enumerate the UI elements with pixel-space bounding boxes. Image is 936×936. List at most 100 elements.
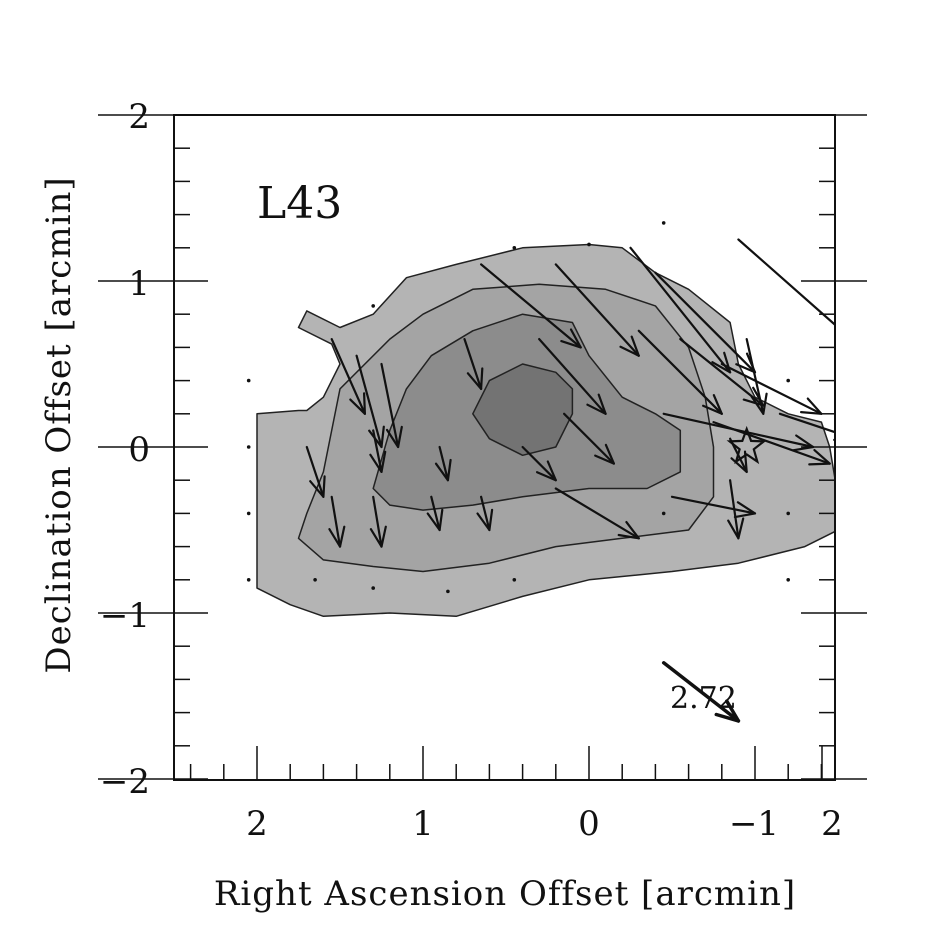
polarization-vector-shaft: [372, 429, 383, 473]
y-axis-title: Declination Offset [arcmin]: [39, 176, 79, 673]
panel-label: L43: [257, 178, 342, 229]
polarization-vector-head: [426, 508, 444, 532]
polarization-vector: [538, 338, 607, 415]
polarization-vector-head: [701, 394, 723, 415]
reference-arrow-shaft: [661, 661, 741, 723]
polarization-vector-shaft: [430, 495, 441, 532]
polarization-vector-head: [727, 517, 745, 540]
reference-arrow-head: [714, 699, 741, 723]
polarization-vector-head: [808, 449, 831, 466]
polarization-vector-shaft: [480, 495, 491, 532]
sample-dot: [661, 221, 666, 225]
contour-core: [472, 363, 574, 457]
reference-vector: [661, 661, 741, 723]
sample-dot: [786, 578, 790, 582]
y-tick-label: 0: [128, 430, 150, 470]
sample-dot: [246, 511, 251, 516]
polarization-vector: [727, 479, 745, 540]
polarization-vector-shaft: [463, 338, 483, 390]
sample-dot: [371, 304, 376, 308]
reference-vector-label: 2.72: [670, 681, 737, 716]
polarization-vector: [637, 329, 723, 415]
polarization-vector-head: [328, 525, 346, 548]
polarization-vector-shaft: [330, 495, 342, 548]
sample-dot: [246, 445, 251, 449]
polarization-vector-shaft: [562, 412, 616, 465]
polarization-vector-head: [594, 443, 616, 465]
sample-dot: [512, 578, 517, 582]
sample-dot: [246, 378, 251, 383]
sample-dot: [587, 242, 591, 247]
polarization-vector: [369, 429, 387, 473]
polarization-vector: [554, 263, 640, 357]
polarization-vector: [521, 445, 557, 482]
polarization-vector-shaft: [438, 445, 449, 482]
polarization-vector-shaft: [737, 238, 835, 327]
sample-dot: [512, 246, 517, 250]
sample-dot: [246, 578, 251, 582]
polarization-vector-shaft: [538, 338, 607, 415]
polarization-vector: [476, 495, 494, 532]
polarization-vector: [463, 338, 484, 390]
polarization-vector-shaft: [679, 338, 765, 407]
polarization-vector-head: [349, 392, 366, 415]
x-tick-label: −1: [729, 804, 779, 844]
polarization-vector-head: [369, 450, 387, 473]
polarization-vector: [328, 495, 346, 548]
polarization-vector-head: [860, 346, 879, 364]
polarization-vector-head: [309, 475, 326, 498]
polarization-vector: [369, 495, 387, 548]
polarization-vector-shaft: [554, 487, 640, 540]
y-tick-label: 2: [128, 97, 150, 137]
polarization-vector-shaft: [380, 362, 400, 449]
polarization-vector-shaft: [720, 362, 823, 415]
polarization-vector-shaft: [480, 263, 582, 349]
polarization-vector-head: [586, 393, 607, 415]
polarization-vector-head: [476, 508, 494, 532]
polarization-vector-head: [730, 450, 748, 473]
polarization-vector-head: [466, 367, 484, 390]
polarization-vector: [679, 338, 765, 407]
x-tick-label: 1: [412, 804, 434, 844]
polarization-vector-head: [742, 386, 765, 407]
polarization-vector-head: [711, 351, 732, 374]
axis-ticks: [98, 114, 867, 780]
polarization-vector-head: [434, 458, 452, 482]
y-tick-labels: 2 1 0 −1 −2: [100, 97, 150, 802]
sample-dot: [446, 589, 450, 594]
polarization-vector: [426, 495, 444, 532]
polarization-vector: [554, 487, 640, 540]
polarization-vector-head: [535, 460, 557, 482]
polarization-vector-head: [560, 328, 582, 349]
polarization-vector-head: [833, 438, 835, 441]
polarization-vector-shaft: [654, 271, 757, 374]
star-marker: [726, 425, 767, 465]
polarization-vector: [380, 362, 403, 449]
sample-dot: [661, 511, 666, 516]
polarization-vector: [562, 412, 616, 465]
polarization-vector-shaft: [637, 329, 723, 415]
x-tick-labels: 2 1 0 −1 2: [246, 804, 843, 844]
polarization-vector: [778, 412, 835, 441]
polarization-vector-shaft: [372, 495, 383, 548]
x-tick-label: 0: [578, 804, 600, 844]
polarization-vector-head: [385, 425, 403, 449]
polarization-vector: [330, 338, 366, 415]
y-tick-label: −1: [100, 596, 150, 636]
polarization-vector: [737, 238, 879, 364]
y-tick-label: −2: [100, 762, 150, 802]
polarization-vector: [305, 445, 326, 498]
polarization-vector-shaft: [728, 479, 740, 540]
polarization-vector-shaft: [521, 445, 557, 482]
polarization-vector: [712, 421, 831, 466]
polarization-vector-shaft: [778, 412, 835, 434]
polarization-vector-shaft: [355, 354, 383, 449]
polarization-vector-shaft: [305, 445, 325, 498]
sample-dots: [246, 221, 790, 594]
y-tick-label: 1: [128, 264, 150, 304]
polarization-vector-shaft: [629, 246, 732, 374]
polarization-vector-shaft: [670, 495, 757, 515]
polarization-vector-shaft: [554, 263, 640, 357]
x-tick-label: 2: [246, 804, 268, 844]
